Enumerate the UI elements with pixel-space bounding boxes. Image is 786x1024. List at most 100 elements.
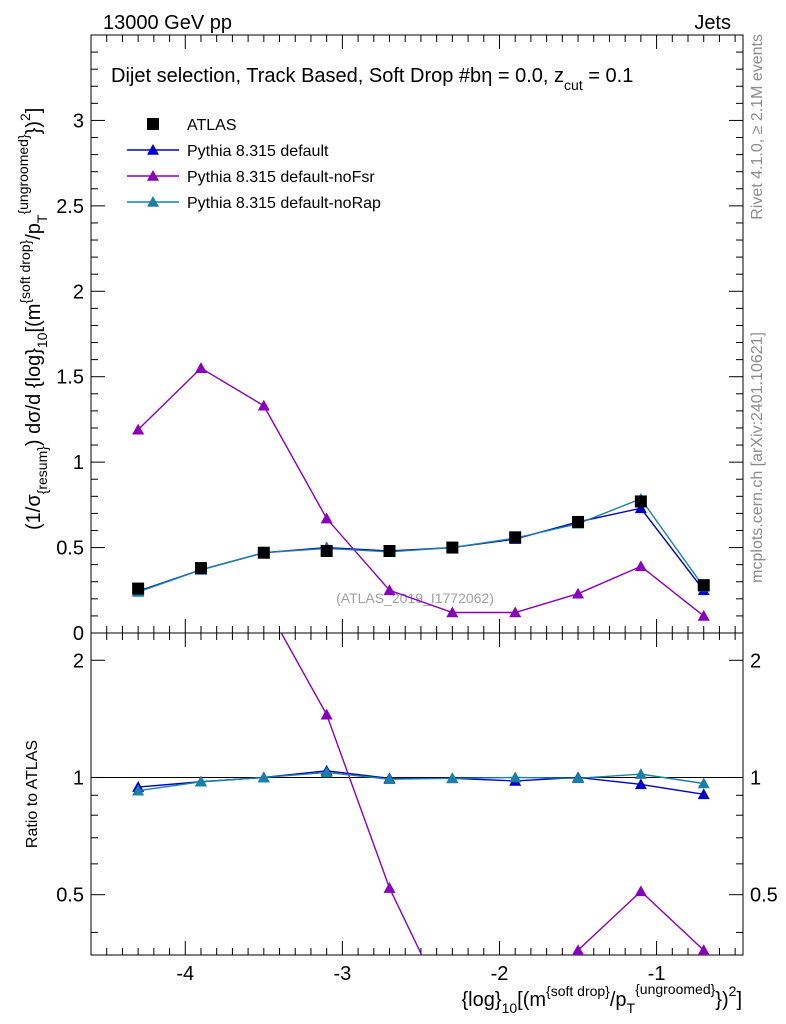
- y-axis-label-part: {resum}: [34, 446, 50, 495]
- data-point-atlas: [634, 495, 647, 508]
- legend-label-pythia-8-315-default-nofsr: Pythia 8.315 default-noFsr: [187, 169, 375, 186]
- data-point-pythia-8-315-default-nofsr: [257, 399, 270, 411]
- y-axis-label-part: {ungroomed}: [15, 134, 31, 215]
- data-point-atlas: [697, 579, 710, 592]
- energy-label: 13000 GeV pp: [103, 12, 232, 34]
- ratio-point-pythia-8-315-default-nofsr: [383, 882, 396, 893]
- x-axis-label-part: [(m: [517, 989, 546, 1011]
- ratio-point-pythia-8-315-default-norap: [446, 772, 459, 784]
- y-tick-label: 3: [73, 110, 84, 132]
- ratio-point-pythia-8-315-default-norap: [194, 775, 207, 787]
- data-point-pythia-8-315-default-nofsr: [634, 560, 647, 572]
- ratio-y-tick-label-right: 1: [750, 767, 761, 789]
- data-point-pythia-8-315-default-nofsr: [446, 606, 459, 618]
- data-point-pythia-8-315-default: [634, 502, 647, 514]
- ratio-series-group: [132, 514, 710, 1024]
- ratio-point-pythia-8-315-default-norap: [697, 777, 710, 789]
- ratio-y-tick-label: 1: [73, 767, 84, 789]
- mcplots-label: mcplots.cern.ch [arXiv:2401.10621]: [749, 332, 766, 583]
- y-tick-label: 0.5: [56, 538, 84, 560]
- y-axis-label-part: ) dσ/d {log}: [23, 348, 45, 446]
- x-axis-label: {log}10[(m{soft drop}/pT {ungroomed}})2]: [462, 981, 743, 1016]
- plot-title: Dijet selection, Track Based, Soft Drop …: [111, 65, 633, 93]
- y-tick-label: 2.5: [56, 196, 84, 218]
- x-tick-label: -1: [648, 963, 666, 985]
- ratio-line-pythia-8-315-default-norap: [138, 771, 704, 792]
- ratio-y-axis-label: Ratio to ATLAS: [24, 740, 41, 848]
- x-tick-label: -3: [333, 963, 351, 985]
- ratio-point-pythia-8-315-default-norap: [257, 771, 270, 783]
- y-axis-label-part: ]: [23, 108, 45, 114]
- data-point-atlas: [132, 582, 145, 595]
- ratio-y-tick-label-right: 0.5: [750, 885, 778, 907]
- x-axis-label-part: 10: [502, 1000, 518, 1016]
- legend-label-pythia-8-315-default: Pythia 8.315 default: [187, 143, 329, 160]
- data-point-atlas: [509, 531, 522, 544]
- legend-marker-pythia-8-315-default-nofsr: [147, 170, 159, 181]
- ratio-point-pythia-8-315-default-nofsr: [132, 514, 144, 525]
- ratio-panel-frame: [90, 632, 744, 956]
- y-tick-label: 1.5: [56, 367, 84, 389]
- x-axis-label-part: {ungroomed}: [635, 981, 716, 997]
- ratio-point-pythia-8-315-default-nofsr: [572, 944, 585, 955]
- ratio-point-pythia-8-315-default: [697, 788, 710, 800]
- y-axis-label-part: /p: [23, 223, 45, 240]
- series-line-pythia-8-315-default-norap: [137, 498, 705, 593]
- data-point-pythia-8-315-default-nofsr: [383, 584, 396, 596]
- plot-title-main: Dijet selection, Track Based, Soft Drop …: [111, 65, 481, 87]
- data-point-pythia-8-315-default-nofsr: [320, 512, 333, 524]
- legend-marker-pythia-8-315-default-norap: [147, 196, 159, 207]
- data-point-pythia-8-315-default-nofsr: [697, 609, 710, 621]
- data-point-atlas: [383, 544, 396, 557]
- data-point-atlas: [572, 515, 585, 528]
- legend-marker-pythia-8-315-default: [147, 144, 159, 155]
- y-axis-label-part: 2: [17, 113, 33, 121]
- y-tick-label: 2: [73, 281, 84, 303]
- y-tick-label: 1: [73, 452, 84, 474]
- ratio-point-pythia-8-315-default-nofsr: [258, 596, 270, 607]
- y-axis-label-part: (1/σ: [23, 494, 45, 530]
- x-tick-label: -4: [176, 963, 194, 985]
- legend-marker-atlas: [147, 118, 159, 130]
- ratio-y-tick-label: 0.5: [56, 885, 84, 907]
- ratio-point-pythia-8-315-default-norap: [509, 771, 522, 783]
- data-point-pythia-8-315-default-nofsr: [509, 606, 522, 618]
- axes: -4 -3 -2 -1 0 0.5 1 1.5 2 2.5 3 0.5 0.5 1 1 2 2: [56, 35, 778, 985]
- x-axis-label-part: {soft drop}: [546, 983, 610, 999]
- x-axis-label-part: 2: [729, 983, 737, 999]
- plot-title-end: = 0.1: [583, 65, 634, 87]
- ratio-point-pythia-8-315-default-norap: [132, 784, 145, 796]
- plot-title-sub: cut: [564, 77, 583, 93]
- y-axis-label-part: [(m: [23, 304, 45, 333]
- x-axis-label-part: }): [715, 989, 728, 1011]
- legend-label-atlas: ATLAS: [187, 117, 237, 134]
- ratio-line-pythia-8-315-default-nofsr: [280, 633, 705, 955]
- y-axis-label-part: {soft drop}: [17, 239, 33, 303]
- data-point-pythia-8-315-default-nofsr: [194, 362, 207, 373]
- rivet-label: Rivet 4.1.0, ≥ 2.1M events: [749, 34, 766, 220]
- ratio-point-pythia-8-315-default-norap: [383, 773, 396, 784]
- series-line-pythia-8-315-default-nofsr: [137, 367, 705, 617]
- ratio-point-pythia-8-315-default-norap: [634, 768, 647, 779]
- data-point-pythia-8-315-default-nofsr: [132, 423, 145, 435]
- x-axis-label-part: ]: [736, 989, 742, 1011]
- x-axis-label-part: T: [627, 1000, 636, 1016]
- ratio-point-pythia-8-315-default-nofsr: [320, 708, 333, 720]
- y-axis-label-part: 10: [34, 332, 50, 348]
- y-tick-label: 0: [73, 623, 84, 645]
- ratio-point-pythia-8-315-default-nofsr: [697, 944, 710, 955]
- y-axis-label-part: }): [23, 121, 45, 134]
- data-point-atlas: [320, 544, 333, 557]
- x-axis-label-part: /p: [610, 989, 627, 1011]
- ratio-point-pythia-8-315-default-norap: [572, 772, 585, 784]
- x-tick-label: -2: [491, 963, 509, 985]
- ratio-point-pythia-8-315-default-nofsr: [634, 885, 647, 897]
- main-series-group: [132, 362, 710, 621]
- data-point-atlas: [446, 541, 459, 554]
- y-axis-label: (1/σ{resum}) dσ/d {log}10[(m{soft drop}/…: [15, 108, 50, 530]
- y-axis-label-part: T: [34, 214, 50, 223]
- ratio-point-pythia-8-315-default-norap: [320, 766, 333, 778]
- ratio-y-tick-label-right: 2: [750, 650, 761, 672]
- ratio-point-pythia-8-315-default-nofsr: [446, 1013, 458, 1024]
